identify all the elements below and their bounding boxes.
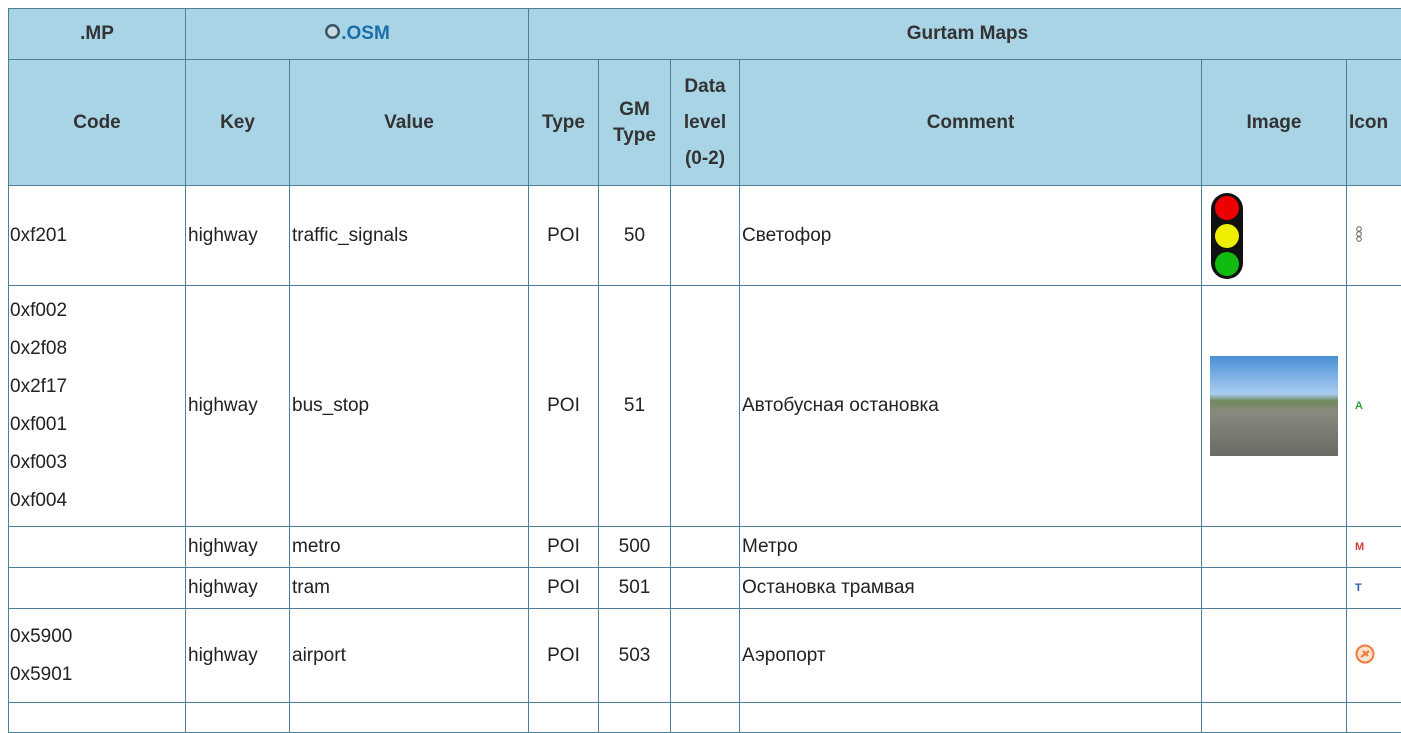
image-cell	[1202, 568, 1347, 609]
code-cell	[9, 527, 186, 568]
comment-cell: Аэропорт	[740, 609, 1202, 703]
image-cell	[1202, 527, 1347, 568]
empty-cell	[186, 703, 290, 733]
gm-type-cell: 501	[599, 568, 671, 609]
column-header: GM Type	[599, 60, 671, 186]
osm-logo	[324, 23, 341, 40]
bus-stop-image	[1210, 356, 1338, 456]
gm-type-cell: 50	[599, 186, 671, 286]
comment-cell: Автобусная остановка	[740, 286, 1202, 527]
icon-letter: A	[1355, 400, 1363, 412]
value-cell: airport	[290, 609, 529, 703]
key-cell: highway	[186, 286, 290, 527]
gm-type-cell: 503	[599, 609, 671, 703]
code-line: 0x5900	[10, 618, 185, 656]
code-line: 0x5901	[10, 656, 185, 694]
type-cell: POI	[529, 286, 599, 527]
gis-table: .MP .OSM Gurtam Maps Code Key Value Type…	[8, 8, 1401, 733]
data-level-cell	[671, 186, 740, 286]
image-cell	[1202, 286, 1347, 527]
type-cell: POI	[529, 568, 599, 609]
comment-cell: Светофор	[740, 186, 1202, 286]
column-header: Icon	[1347, 60, 1401, 186]
type-cell: POI	[529, 186, 599, 286]
code-cell: 0xf201	[9, 186, 186, 286]
header-group: .MP	[9, 9, 186, 60]
value-cell: bus_stop	[290, 286, 529, 527]
value-cell: metro	[290, 527, 529, 568]
traffic-light-image	[1210, 192, 1244, 280]
column-header: Type	[529, 60, 599, 186]
code-line: 0x2f08	[10, 330, 185, 368]
empty-cell	[599, 703, 671, 733]
empty-cell	[1347, 703, 1401, 733]
code-cell	[9, 568, 186, 609]
header-group-row: .MP .OSM Gurtam Maps	[9, 9, 1401, 60]
key-cell: highway	[186, 609, 290, 703]
icon-cell: T	[1347, 568, 1401, 609]
icon-cell: M	[1347, 527, 1401, 568]
icon-cell	[1347, 186, 1401, 286]
icon-cell	[1347, 609, 1401, 703]
column-header: Image	[1202, 60, 1347, 186]
traffic-light-icon	[1355, 226, 1363, 242]
header-group: Gurtam Maps	[529, 9, 1401, 60]
comment-cell: Метро	[740, 527, 1202, 568]
column-header: Key	[186, 60, 290, 186]
gm-type-cell: 51	[599, 286, 671, 527]
gm-type-cell: 500	[599, 527, 671, 568]
icon-letter: T	[1355, 582, 1362, 594]
type-cell: POI	[529, 609, 599, 703]
code-line: 0x2f17	[10, 368, 185, 406]
value-cell: tram	[290, 568, 529, 609]
value-cell: traffic_signals	[290, 186, 529, 286]
type-cell: POI	[529, 527, 599, 568]
column-header: Data level (0-2)	[671, 60, 740, 186]
code-line: 0xf001	[10, 406, 185, 444]
key-cell: highway	[186, 568, 290, 609]
comment-cell: Остановка трамвая	[740, 568, 1202, 609]
empty-cell	[671, 703, 740, 733]
icon-letter: M	[1355, 541, 1364, 553]
data-level-cell	[671, 286, 740, 527]
column-header: Code	[9, 60, 186, 186]
data-level-cell	[671, 609, 740, 703]
image-cell	[1202, 609, 1347, 703]
data-level-cell	[671, 527, 740, 568]
header-group: .OSM	[186, 9, 529, 60]
icon-cell: A	[1347, 286, 1401, 527]
header-row: Code Key Value Type GM Type Data level (…	[9, 60, 1401, 186]
key-cell: highway	[186, 186, 290, 286]
column-header: Comment	[740, 60, 1202, 186]
empty-cell	[529, 703, 599, 733]
empty-cell	[9, 703, 186, 733]
data-level-cell	[671, 568, 740, 609]
key-cell: highway	[186, 527, 290, 568]
empty-cell	[290, 703, 529, 733]
code-line: 0xf201	[10, 217, 185, 255]
airport-icon	[1355, 644, 1375, 664]
empty-cell	[1202, 703, 1347, 733]
table-row	[9, 703, 1401, 733]
image-cell	[1202, 186, 1347, 286]
column-header: Value	[290, 60, 529, 186]
code-line: 0xf002	[10, 292, 185, 330]
osm-link[interactable]: .OSM	[341, 23, 390, 44]
code-line: 0xf004	[10, 482, 185, 520]
code-line: 0xf003	[10, 444, 185, 482]
empty-cell	[740, 703, 1202, 733]
